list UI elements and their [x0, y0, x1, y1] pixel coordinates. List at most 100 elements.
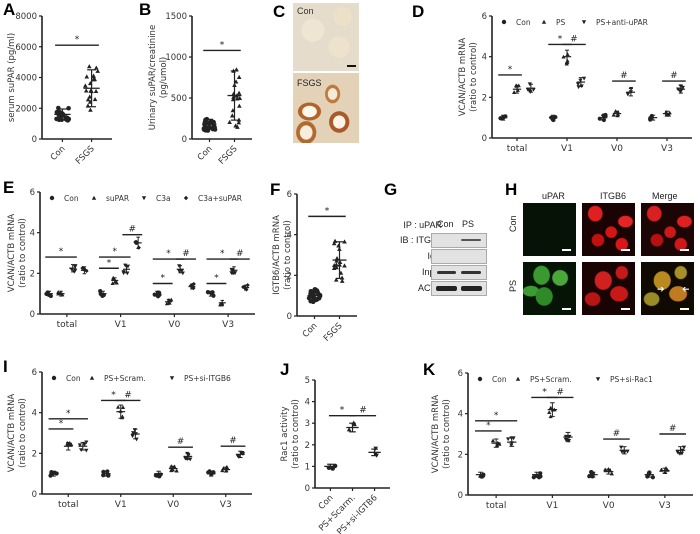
data-points — [563, 431, 573, 443]
svg-text:2000: 2000 — [15, 104, 37, 114]
data-points — [130, 428, 140, 442]
chart-serum-supar: 0 2000 4000 6000 8000 serum suPAR (pg/ml) Con F… — [7, 12, 112, 167]
ihc-image-fsgs: FSGS — [293, 73, 359, 143]
data-points — [133, 236, 142, 250]
svg-text:(ratio to control): (ratio to control) — [18, 398, 28, 468]
x-tick-label: Con — [196, 144, 215, 163]
svg-text:#: # — [129, 225, 137, 235]
svg-text:500: 500 — [171, 94, 187, 104]
data-points — [152, 290, 162, 299]
x-tick-label: V0 — [167, 500, 179, 510]
data-group-fsgs — [83, 64, 101, 112]
svg-text:*: * — [166, 249, 171, 259]
chart-vcan-si-rac1: 0 2 4 6 VCAN/ACTB mRNA (ratio to control) Con P… — [431, 369, 693, 511]
x-tick-label: total — [57, 320, 78, 330]
svg-text:0: 0 — [458, 491, 463, 501]
data-group-ps-si-igtb6 — [368, 446, 381, 458]
svg-text:*: * — [494, 411, 499, 421]
data-points — [229, 266, 238, 276]
svg-text:#: # — [670, 71, 678, 81]
y-axis-label: Urinary suPAR/creatinine (pg/umol) — [148, 25, 169, 130]
x-tick-label: FSGS — [74, 144, 97, 167]
significance-markers: * — [203, 40, 241, 52]
data-group-ps-scarm- — [346, 420, 359, 433]
legend-item: Con — [66, 374, 81, 383]
band-ps-input — [461, 271, 481, 274]
arrow-icon: ➔ — [657, 284, 665, 294]
svg-text:*: * — [59, 419, 64, 429]
data-group-con — [201, 116, 218, 133]
svg-text:*: * — [59, 247, 64, 257]
legend: Con suPAR C3a C3a+suPAR — [49, 194, 242, 203]
svg-text:*: * — [220, 249, 225, 259]
svg-text:*: * — [107, 258, 112, 268]
data-points — [115, 404, 126, 420]
x-tick-label: V3 — [659, 501, 671, 511]
axes: 0 500 1000 1500 — [165, 12, 252, 145]
scale-bar — [621, 249, 630, 251]
axes: 0 2 4 6 — [32, 368, 252, 500]
axes: 0 2 4 6 — [287, 190, 357, 322]
legend-item: PS — [556, 18, 566, 27]
axes: 0 2 4 6 — [482, 12, 692, 144]
data-points — [619, 445, 630, 455]
svg-text:*: * — [325, 206, 330, 216]
if-row-ps: PS — [508, 279, 518, 292]
data-points — [548, 114, 558, 123]
svg-text:1: 1 — [305, 462, 310, 472]
if-col-upar: uPAR — [542, 191, 565, 201]
data-points — [676, 84, 686, 94]
data-points — [98, 288, 107, 298]
data-points — [531, 471, 543, 480]
arrow-icon: ➔ — [682, 284, 690, 294]
band-ps-actb — [461, 286, 482, 291]
svg-text:Rac1 activity: Rac1 activity — [280, 406, 290, 461]
x-tick-label: V1 — [115, 500, 127, 510]
data-points — [153, 470, 164, 479]
svg-text:*: * — [486, 421, 491, 431]
svg-text:6: 6 — [482, 12, 487, 22]
data-points — [183, 451, 193, 462]
svg-text:2: 2 — [287, 271, 292, 281]
data-points — [80, 265, 89, 275]
axes: 0 2 4 6 — [30, 188, 255, 320]
data-points — [241, 283, 250, 292]
blot-lane-igg — [431, 249, 487, 264]
chart-vcan-supar-c3a: 0 2 4 6 VCAN/ACTB mRNA (ratio to control) Con s… — [7, 188, 255, 330]
data-points — [110, 275, 119, 286]
legend: Con PS PS+anti-uPAR — [501, 18, 648, 27]
svg-text:4: 4 — [30, 229, 35, 239]
data-points — [498, 114, 508, 121]
svg-text:VCAN/ACTB mRNA: VCAN/ACTB mRNA — [458, 38, 468, 117]
svg-text:8000: 8000 — [15, 12, 37, 22]
data-points — [168, 464, 179, 473]
data-points — [475, 471, 486, 479]
data-points — [625, 87, 636, 97]
svg-text:2: 2 — [482, 93, 487, 103]
x-tick-label: V0 — [168, 320, 180, 330]
svg-text:(pg/umol): (pg/umol) — [159, 57, 169, 99]
blot-col-ps: PS — [462, 219, 475, 229]
chart-itgb6-mrna: 0 2 4 6 IGTB6/ACTB mRNA (ratio to control) Con… — [272, 190, 357, 344]
svg-text:*: * — [113, 247, 118, 257]
chart-rac1-activity: 0 1 2 3 4 5 Rac1 activity (ratio to control) Con… — [280, 376, 390, 534]
svg-text:#: # — [229, 436, 237, 446]
panel-label-a: A — [3, 0, 16, 19]
data-points — [77, 440, 89, 453]
svg-text:2: 2 — [458, 450, 463, 460]
data-points — [121, 263, 131, 276]
legend-item: Con — [516, 18, 531, 27]
data-points — [176, 264, 185, 276]
if-col-itgb6: ITGB6 — [600, 191, 627, 201]
blot-lane-input — [431, 265, 487, 280]
x-tick-label: V1 — [546, 501, 558, 511]
svg-text:*: * — [542, 387, 547, 397]
svg-text:2: 2 — [305, 441, 310, 451]
blot-row-ib-itgb6: IB : ITGB6 — [399, 235, 442, 245]
svg-text:0: 0 — [482, 134, 487, 144]
svg-text:4000: 4000 — [15, 74, 37, 84]
ihc-image-con: Con — [293, 3, 359, 71]
band-con-actb — [436, 286, 457, 291]
if-con-merge — [641, 203, 694, 256]
svg-text:serum suPAR (pg/ml): serum suPAR (pg/ml) — [7, 33, 17, 122]
